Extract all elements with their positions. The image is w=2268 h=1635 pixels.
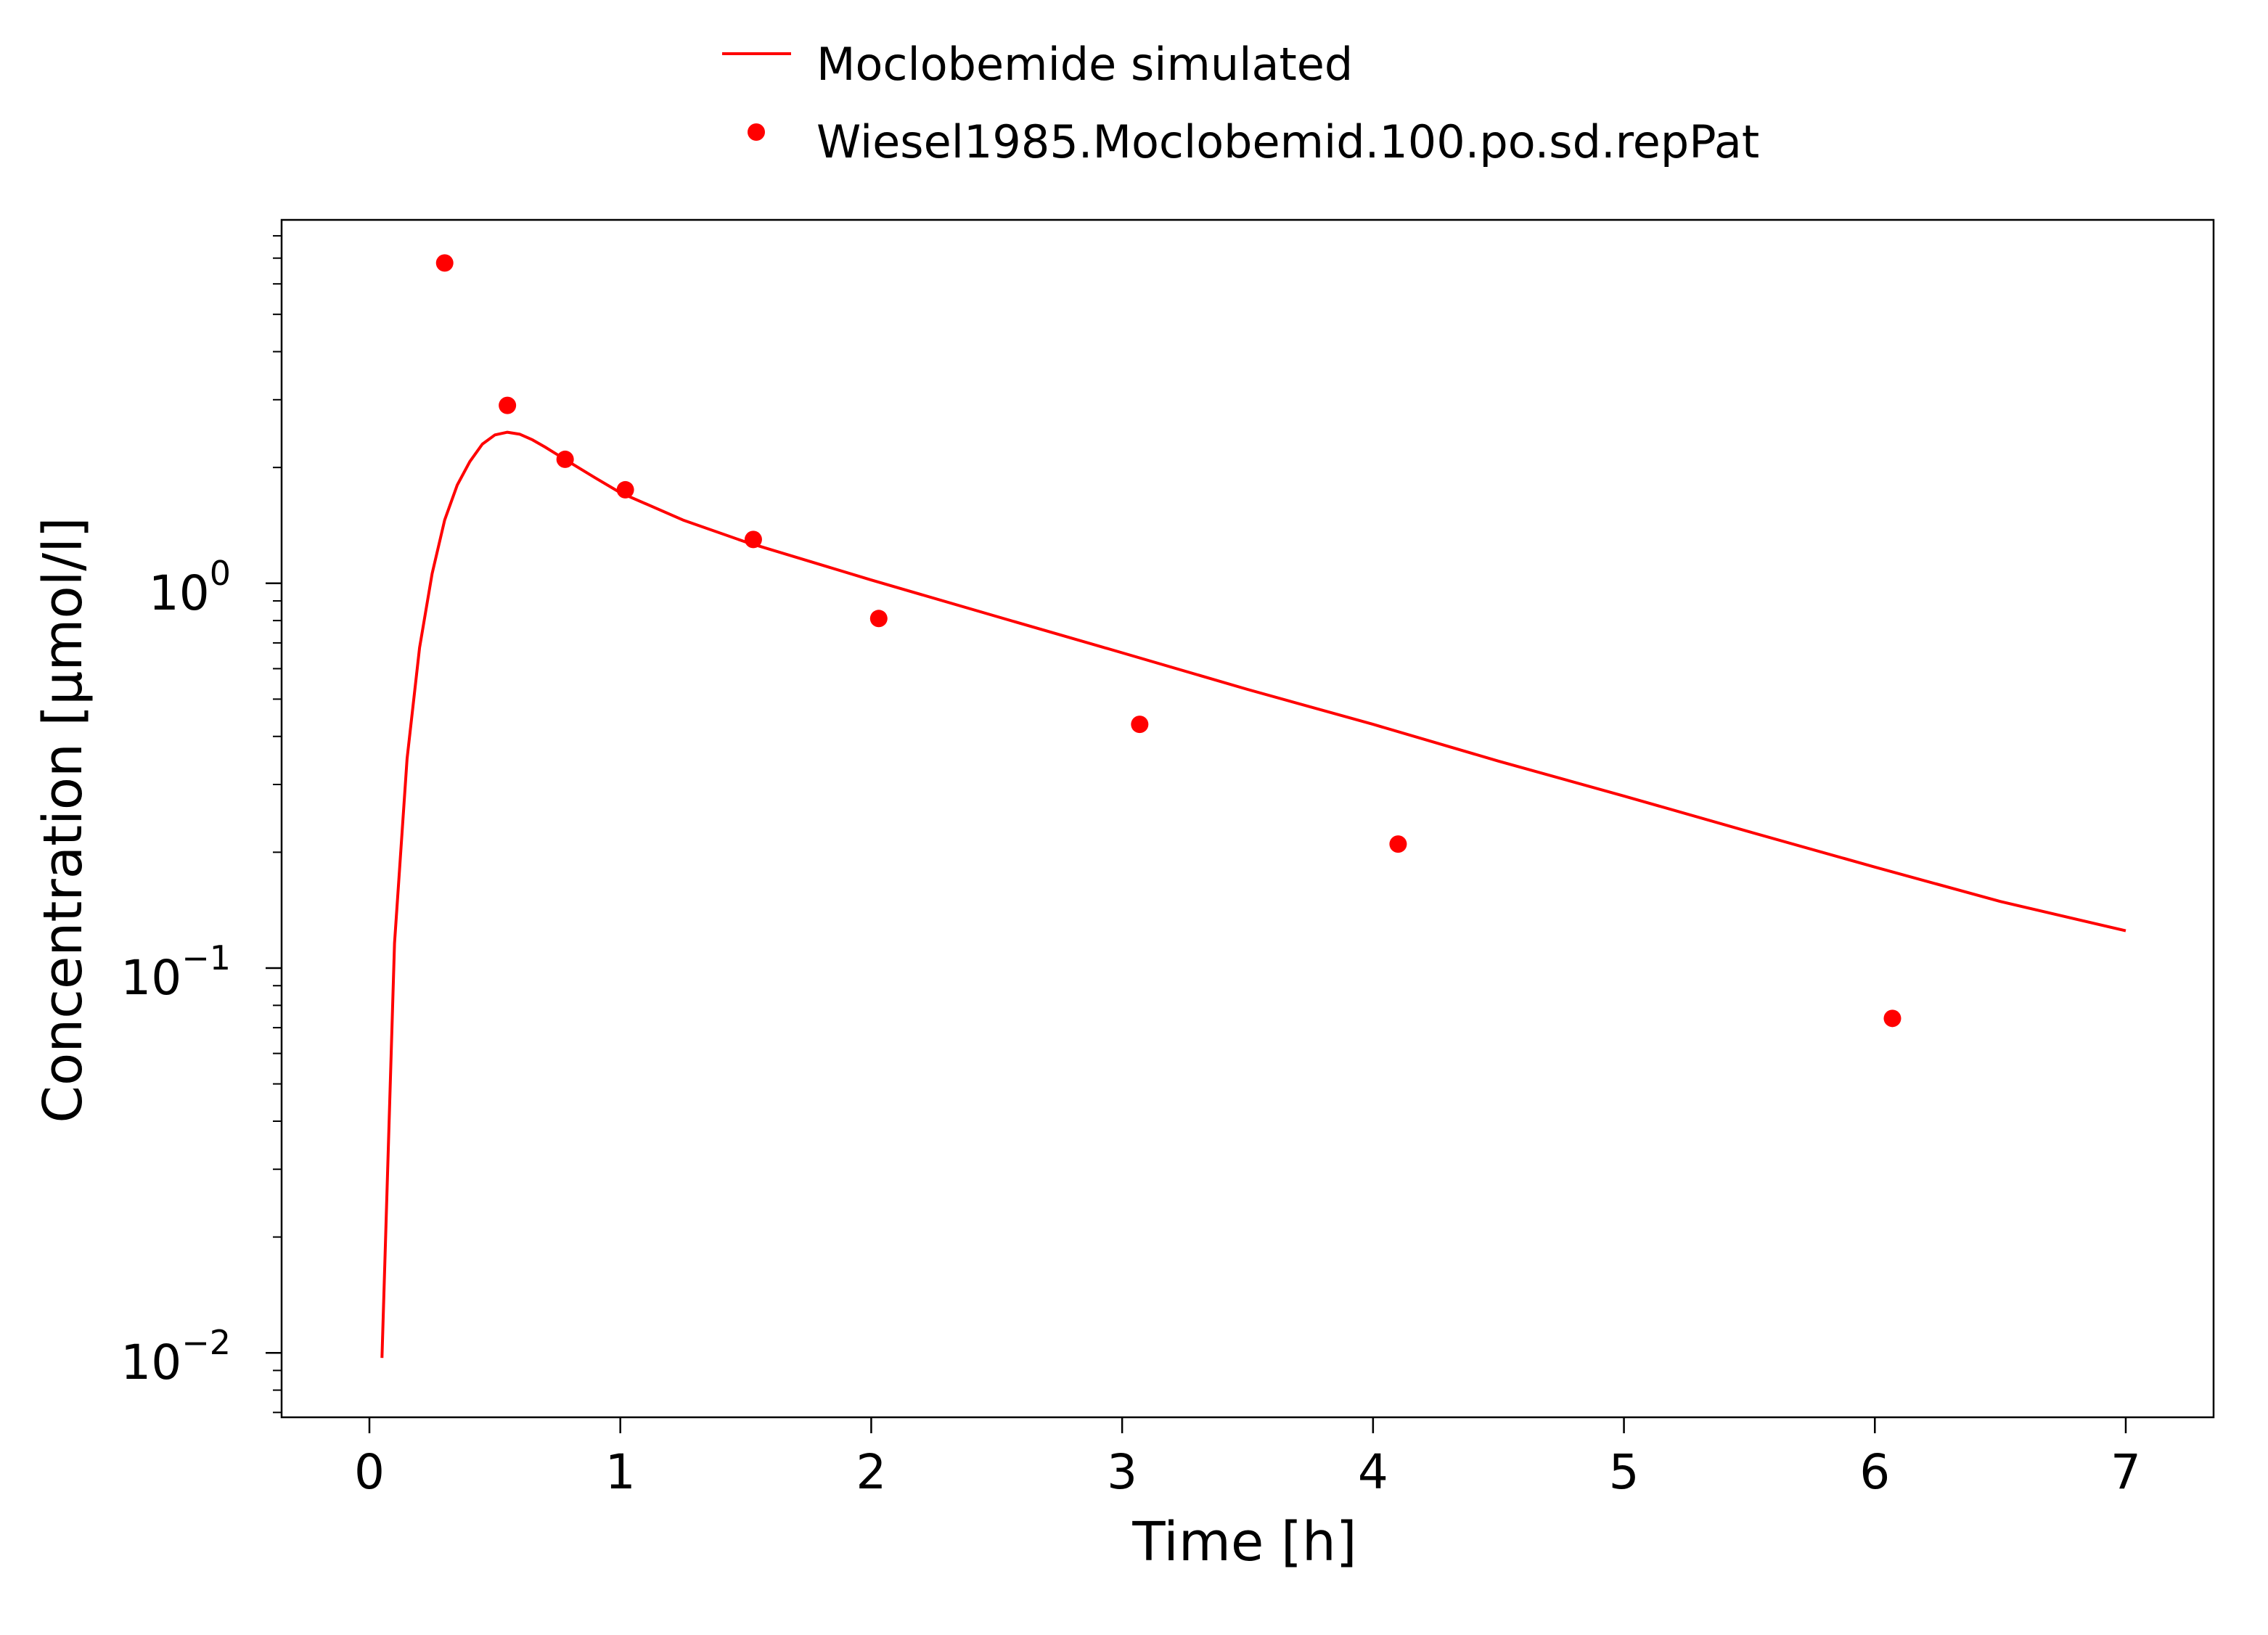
y-tick-label: 10−1 xyxy=(120,938,231,1006)
x-tick-label: 7 xyxy=(2111,1444,2141,1500)
x-tick-label: 5 xyxy=(1609,1444,1639,1500)
plot-area xyxy=(280,218,2215,1419)
x-tick-label: 4 xyxy=(1358,1444,1388,1500)
legend: Moclobemide simulated Wiesel1985.Moclobem… xyxy=(722,38,1759,168)
x-tick-label: 2 xyxy=(856,1444,886,1500)
observed-point xyxy=(1389,835,1407,853)
x-tick-label: 0 xyxy=(354,1444,385,1500)
legend-label-simulated: Moclobemide simulated xyxy=(816,38,1353,91)
x-tick-label: 3 xyxy=(1107,1444,1137,1500)
y-axis-label: Concentration [µmol/l] xyxy=(32,517,94,1123)
y-axis: 10−2 10−1 100 xyxy=(120,234,282,1414)
x-tick-label: 6 xyxy=(1859,1444,1890,1500)
legend-marker-swatch xyxy=(748,123,765,141)
observed-point xyxy=(744,530,762,549)
simulated-curve xyxy=(380,430,2126,1359)
observed-point xyxy=(556,450,574,468)
observed-point xyxy=(869,610,888,628)
x-tick-label: 1 xyxy=(605,1444,636,1500)
observed-point xyxy=(1131,716,1149,734)
y-tick-label: 10−2 xyxy=(120,1323,231,1390)
observed-point xyxy=(435,254,454,272)
x-axis: 0 1 2 3 4 5 6 7 xyxy=(354,1417,2141,1500)
observed-point xyxy=(1883,1009,1901,1028)
series-layer xyxy=(380,254,2126,1359)
y-tick-label: 100 xyxy=(149,554,231,621)
x-axis-label: Time [h] xyxy=(1131,1511,1356,1573)
observed-point xyxy=(499,396,517,414)
observed-point xyxy=(616,480,634,499)
plot-frame xyxy=(280,218,2215,1419)
legend-label-observed: Wiesel1985.Moclobemid.100.po.sd.repPat xyxy=(816,115,1759,168)
